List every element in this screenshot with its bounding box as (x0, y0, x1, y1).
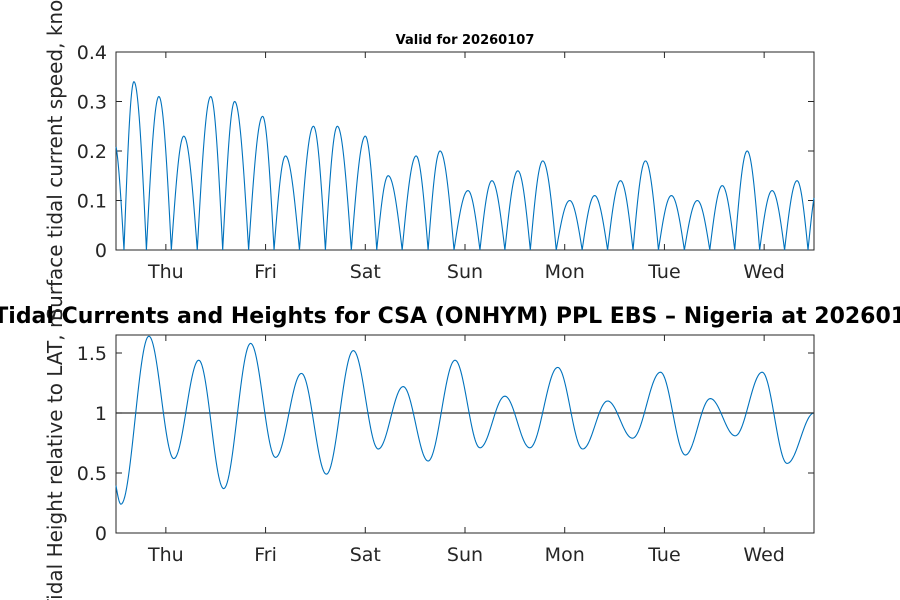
figure-title: Tidal Currents and Heights for CSA (ONHY… (0, 304, 900, 329)
tidal-height-panel: Tidal Height relative to LAT, m 0 0.5 1 1.5… (43, 309, 815, 600)
x-tick-label: Wed (743, 544, 784, 566)
x-tick-label: Fri (254, 261, 277, 283)
y-tick-label: 0.1 (77, 191, 107, 213)
tidal-height-series-line (115, 335, 815, 505)
x-tick-label: Mon (545, 544, 585, 566)
x-tick-label: Fri (254, 544, 277, 566)
x-tick-label: Sun (447, 261, 483, 283)
current-speed-axes-box (115, 51, 815, 251)
x-tick-label: Sun (447, 544, 483, 566)
x-tick-label: Mon (545, 261, 585, 283)
tidal-height-ylabel: Tidal Height relative to LAT, m (43, 309, 67, 600)
x-tick-label: Thu (147, 261, 184, 283)
x-tick-label: Sat (350, 261, 381, 283)
y-tick-label: 1 (95, 403, 107, 425)
y-tick-label: 1.5 (77, 343, 107, 365)
current-speed-title: Valid for 20260107 (396, 33, 535, 48)
y-tick-label: 0 (95, 240, 107, 262)
current-speed-panel: Valid for 20260107 Surface tidal current… (43, 0, 815, 321)
x-tick-label: Sat (350, 544, 381, 566)
x-tick-label: Wed (743, 261, 784, 283)
y-tick-label: 0.4 (77, 42, 107, 64)
x-tick-label: Tue (647, 261, 680, 283)
x-tick-label: Tue (647, 544, 680, 566)
current-speed-ylabel: Surface tidal current speed, knots (43, 0, 67, 321)
y-tick-label: 0.2 (77, 141, 107, 163)
y-tick-label: 0.3 (77, 92, 107, 114)
tidal-height-axes-box (115, 334, 815, 534)
x-tick-label: Thu (147, 544, 184, 566)
y-tick-label: 0.5 (77, 463, 107, 485)
y-tick-label: 0 (95, 523, 107, 545)
current-speed-series-line (115, 81, 815, 251)
